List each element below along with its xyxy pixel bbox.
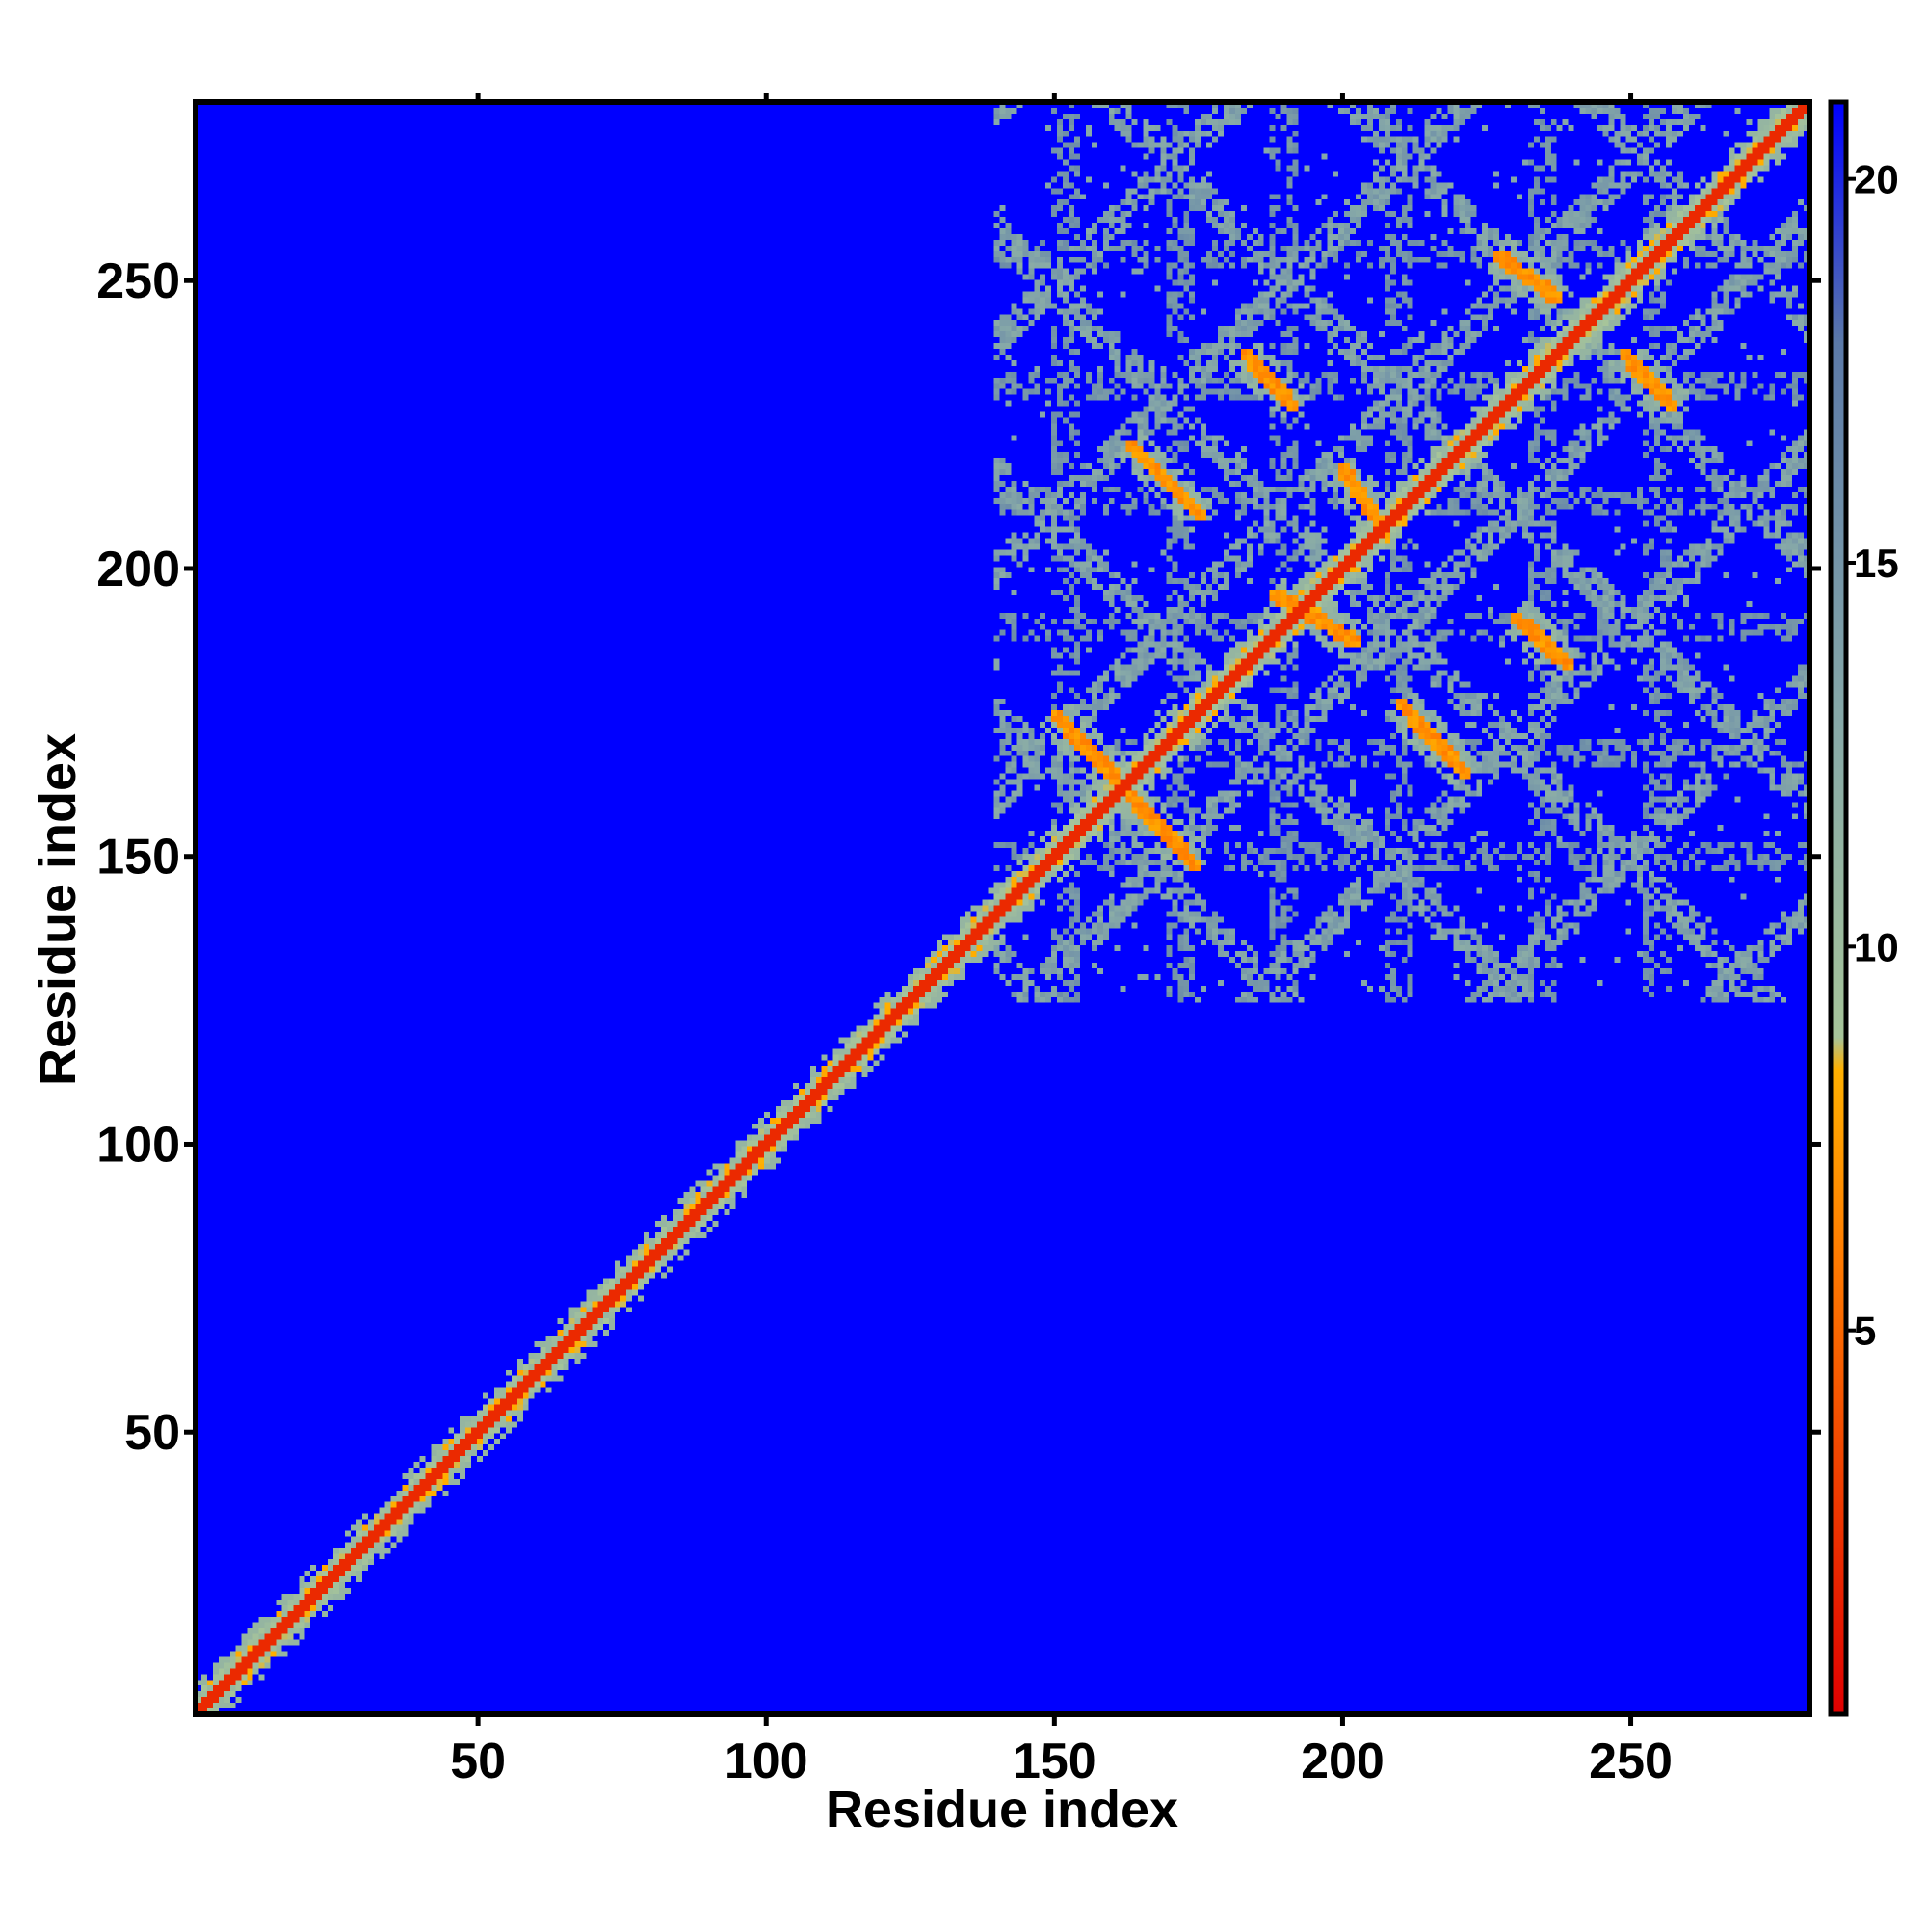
colorbar-tick-label: 10 <box>1854 924 1899 969</box>
colorbar-tick-label: 5 <box>1854 1309 1876 1354</box>
colorbar-tick-label: 20 <box>1854 157 1899 202</box>
y-tick-label: 100 <box>96 1117 180 1173</box>
plot-frame <box>193 99 1812 1717</box>
heatmap-cells <box>196 102 1809 1714</box>
colorbar-tick-label: 15 <box>1854 541 1899 586</box>
colorbar-bar <box>1828 99 1849 1717</box>
y-tick-label: 200 <box>96 542 180 597</box>
y-tick-label: 250 <box>96 253 180 309</box>
x-tick-label: 200 <box>1301 1734 1385 1789</box>
x-tick-label: 100 <box>725 1734 808 1789</box>
colorbar: 5 10 15 20 <box>1828 99 1899 1717</box>
x-axis-label: Residue index <box>826 1781 1178 1839</box>
y-axis-label: Residue index <box>29 733 87 1086</box>
x-tick-label: 50 <box>450 1734 506 1789</box>
y-tick-label: 150 <box>96 830 180 886</box>
y-tick-label: 50 <box>124 1405 180 1461</box>
axes: 50 100 150 200 250 50 100 150 200 250 <box>96 93 1821 1789</box>
heatmap-image <box>196 102 1809 1714</box>
x-tick-label: 250 <box>1589 1734 1673 1789</box>
x-tick-label: 150 <box>1013 1734 1096 1789</box>
